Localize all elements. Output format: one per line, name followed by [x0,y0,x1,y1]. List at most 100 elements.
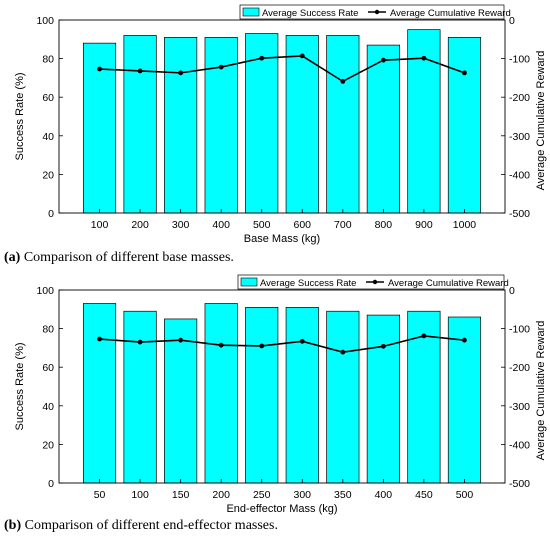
y-tick-label: 20 [42,439,54,451]
bar-350 [326,310,360,484]
chart-a: 0 20 40 60 80 100 -500 -400 -300 -200 -100 0 100 200 3… [14,4,547,245]
y-tick-label: 0 [48,208,54,220]
caption-a-label: (a) [4,250,21,265]
reward-point-500 [259,55,265,61]
reward-line [99,55,465,83]
x-tick-label: 100 [91,219,109,231]
bar-700 [326,35,360,214]
x-tick-label: 300 [172,219,190,231]
y-tick-label: 80 [42,324,54,336]
x-tick-label: 1000 [453,219,477,231]
legend-bar-swatch [242,7,260,17]
bar-300 [285,307,319,484]
reward-point-700 [340,78,346,84]
bar-250 [245,307,279,484]
plot-frame [58,19,506,214]
bar-800 [366,44,400,214]
bar-450 [407,310,441,484]
reward-point-1000 [462,70,467,76]
caption-b-label: (b) [4,518,22,533]
reward-point-500 [462,337,467,343]
y2-tick-label: 0 [509,285,515,297]
caption-a-text: Comparison of different base masses. [23,250,234,265]
x-tick-label: 400 [375,489,393,501]
bar-200 [123,35,157,214]
y2-tick-label: -200 [509,92,530,104]
legend-line-label: Average Cumulative Reward [388,278,509,289]
y-axis-label: Success Rate (%) [14,342,26,430]
legend-bar-label: Average Success Rate [260,278,356,289]
bar-400 [204,37,238,214]
bar-400 [366,314,400,484]
y2-tick-label: -500 [509,478,530,490]
y-tick-label: 40 [42,131,54,143]
reward-point-300 [299,338,305,344]
reward-point-150 [178,337,184,343]
y2-axis-label: Average Cumulative Reward [535,51,547,191]
y2-tick-label: -400 [509,439,530,451]
reward-point-50 [97,336,102,342]
x-tick-label: 500 [253,219,271,231]
x-tick-label: 900 [415,219,433,231]
x-tick-label: 100 [131,489,149,501]
bar-150 [164,318,198,484]
reward-point-800 [380,57,386,63]
legend-bar-swatch [240,277,258,287]
bar-500 [447,316,482,484]
legend-bar-label: Average Success Rate [262,8,358,19]
reward-point-900 [421,55,427,61]
x-axis-label: End-effector Mass (kg) [226,503,337,515]
y2-tick-label: -100 [509,54,530,66]
y-tick-label: 100 [36,15,54,27]
reward-point-400 [218,64,224,70]
x-tick-label: 600 [294,219,312,231]
x-tick-label: 450 [415,489,433,501]
caption-b-text: Comparison of different end-effector mas… [24,518,278,533]
x-tick-label: 200 [131,219,149,231]
x-tick-label: 350 [334,489,352,501]
x-tick-label: 50 [94,489,106,501]
y-tick-label: 40 [42,401,54,413]
x-tick-label: 150 [172,489,190,501]
caption-b: (b) Comparison of different end-effector… [4,518,278,534]
y2-tick-label: -300 [509,131,530,143]
chart-b: 0 20 40 60 80 100 -500 -400 -300 -200 -100 0 50 100 15… [14,274,547,515]
y-tick-label: 100 [36,285,54,297]
y-axis-label: Success Rate (%) [14,72,26,160]
bar-600 [285,35,319,214]
reward-point-200 [137,68,143,74]
y2-tick-label: -300 [509,401,530,413]
plot-frame [58,289,506,484]
reward-point-300 [178,70,184,76]
legend-line-marker [372,279,378,285]
y2-axis-label: Average Cumulative Reward [535,321,547,461]
x-tick-label: 300 [294,489,312,501]
legend-line-marker [374,9,380,15]
x-tick-label: 250 [253,489,271,501]
reward-point-450 [421,333,427,339]
legend: Average Success Rate Average Cumulative R… [239,4,511,20]
x-axis-label: Base Mass (kg) [244,233,320,245]
y2-tick-label: -400 [509,169,530,181]
caption-a: (a) Comparison of different base masses. [4,250,234,266]
x-tick-label: 400 [212,219,230,231]
x-tick-label: 800 [375,219,393,231]
reward-point-100 [137,339,143,345]
legend: Average Success Rate Average Cumulative R… [237,274,509,290]
reward-point-100 [97,66,102,72]
bar-series [82,29,482,214]
reward-point-350 [340,349,346,355]
y2-tick-label: -100 [509,324,530,336]
reward-point-200 [218,342,224,348]
bar-1000 [447,37,482,214]
legend-line-label: Average Cumulative Reward [390,8,511,19]
y-tick-label: 20 [42,169,54,181]
y-tick-label: 0 [48,478,54,490]
y2-tick-label: -500 [509,208,530,220]
bar-200 [204,303,238,484]
y-tick-label: 60 [42,362,54,374]
bar-300 [164,37,198,214]
y-tick-label: 60 [42,92,54,104]
bar-100 [123,310,157,484]
